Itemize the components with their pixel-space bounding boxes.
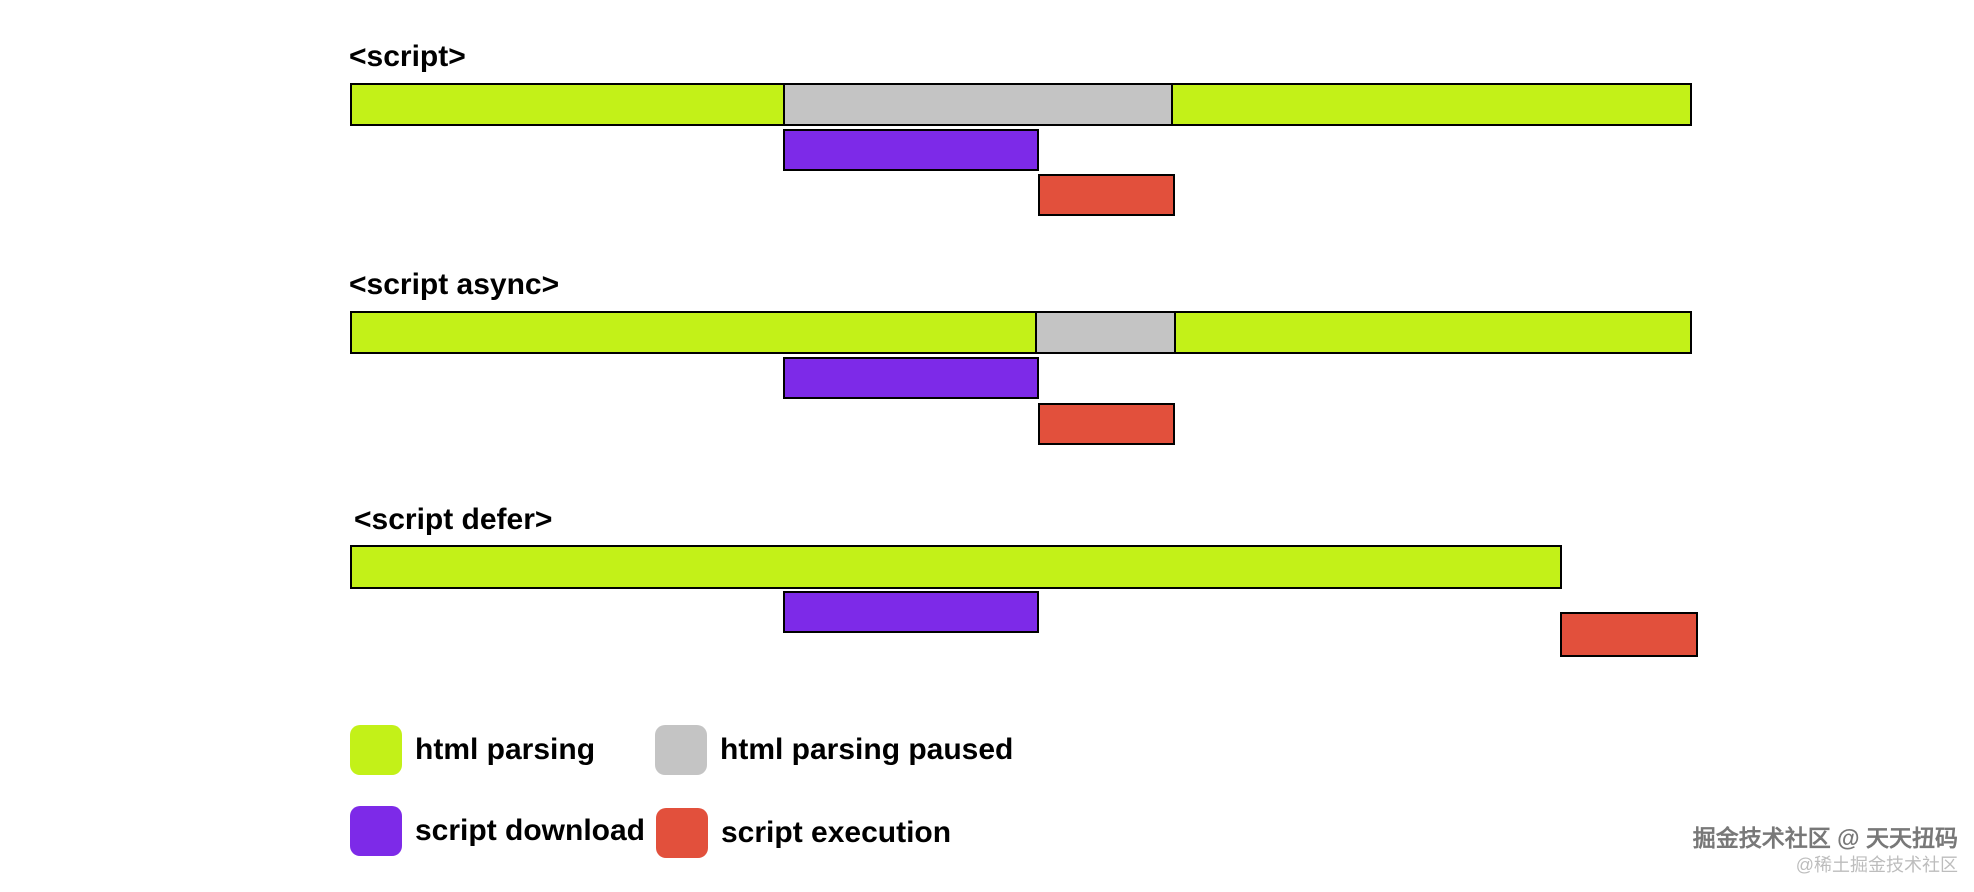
section-label-script-defer: <script defer> — [354, 503, 553, 536]
script-main-timeline — [350, 83, 1692, 126]
segment-script-download — [785, 359, 1037, 397]
legend-item-html-parsing-paused: html parsing paused — [655, 725, 1013, 775]
legend-label-html-parsing-paused: html parsing paused — [720, 733, 1014, 766]
async-main-timeline — [350, 311, 1692, 354]
legend-label-script-download: script download — [415, 814, 646, 847]
legend-item-html-parsing: html parsing — [350, 725, 595, 775]
legend-item-script-download: script download — [350, 806, 645, 856]
legend-item-script-execution: script execution — [656, 808, 951, 858]
segment-html-parsing — [352, 313, 1037, 352]
legend-swatch-html-parsing-paused — [655, 725, 707, 775]
segment-script-execution — [1040, 405, 1173, 443]
legend-swatch-html-parsing — [350, 725, 402, 775]
segment-script-download — [785, 593, 1037, 631]
segment-html-parsing-paused — [785, 85, 1173, 124]
defer-main-timeline — [350, 545, 1562, 589]
legend-label-script-execution: script execution — [721, 816, 952, 849]
legend-swatch-script-download — [350, 806, 402, 856]
segment-script-download — [785, 131, 1037, 169]
legend-label-html-parsing: html parsing — [415, 733, 596, 766]
defer-execution-bar — [1560, 612, 1698, 657]
segment-html-parsing — [1173, 85, 1690, 124]
defer-download-bar — [783, 591, 1039, 633]
segment-html-parsing-paused — [1037, 313, 1176, 352]
segment-script-execution — [1562, 614, 1696, 655]
watermark: 掘金技术社区 @ 天天扭码 @稀土掘金技术社区 — [1693, 824, 1958, 877]
segment-html-parsing — [1176, 313, 1690, 352]
script-download-bar — [783, 129, 1039, 171]
section-label-script: <script> — [349, 40, 466, 73]
watermark-line2: @稀土掘金技术社区 — [1795, 854, 1958, 875]
async-execution-bar — [1038, 403, 1175, 445]
async-download-bar — [783, 357, 1039, 399]
segment-html-parsing — [352, 547, 1560, 587]
watermark-line1: 掘金技术社区 @ 天天扭码 — [1692, 825, 1958, 851]
script-execution-bar — [1038, 174, 1175, 216]
segment-html-parsing — [352, 85, 785, 124]
section-label-script-async: <script async> — [349, 268, 560, 301]
segment-script-execution — [1040, 176, 1173, 214]
legend-swatch-script-execution — [656, 808, 708, 858]
